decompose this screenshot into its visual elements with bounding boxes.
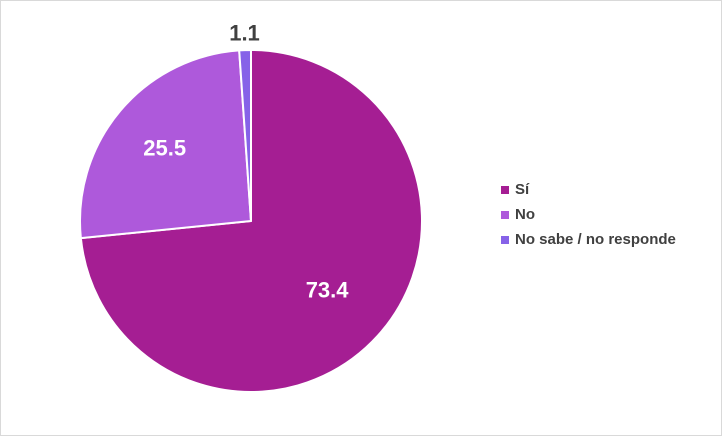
legend-label-no-sabe: No sabe / no responde	[515, 231, 676, 248]
data-label-si: 73.4	[306, 277, 350, 302]
pie-slices	[79, 49, 423, 393]
legend: Sí No No sabe / no responde	[501, 177, 676, 252]
pie-slice-no	[79, 49, 252, 240]
data-label-no: 25.5	[143, 136, 186, 161]
legend-item-no-sabe: No sabe / no responde	[501, 227, 676, 252]
legend-swatch-si	[501, 185, 509, 194]
data-labels: 73.4 25.5 1.1	[143, 21, 349, 303]
data-label-no-sabe: 1.1	[229, 21, 260, 46]
legend-item-si: Sí	[501, 177, 676, 202]
legend-label-si: Sí	[515, 181, 530, 198]
pie-slice-no-sabe	[238, 49, 252, 222]
legend-item-no: No	[501, 202, 676, 227]
legend-label-no: No	[515, 206, 535, 223]
legend-swatch-no	[501, 210, 509, 219]
legend-swatch-no-sabe	[501, 235, 509, 244]
